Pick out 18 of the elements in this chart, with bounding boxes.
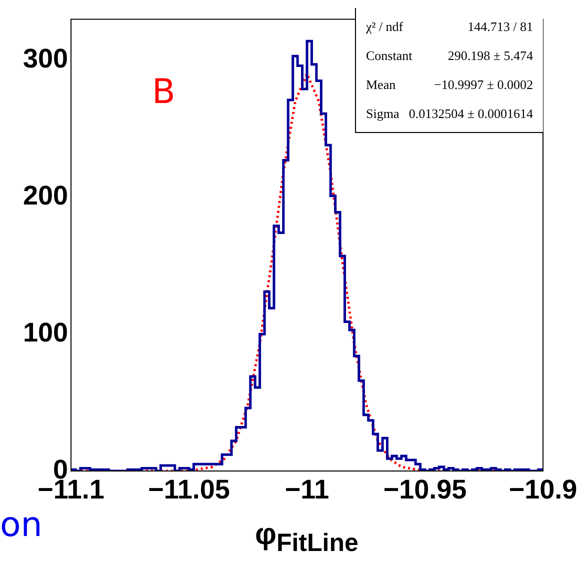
x-tick-label: −10.95 xyxy=(383,474,467,505)
y-tick-label: 200 xyxy=(22,180,68,211)
text: on xyxy=(0,505,42,545)
annotation: Sigma xyxy=(366,106,400,122)
annotation: 144.713 / 81 xyxy=(468,18,533,34)
annotation: −10.9997 ± 0.0002 xyxy=(434,76,533,92)
annotation: Mean xyxy=(366,76,396,92)
y-tick-label: 100 xyxy=(22,318,68,348)
y-tick-label: 300 xyxy=(22,44,68,74)
annotation: χ² / ndf xyxy=(366,18,404,34)
x-axis-title: φ$_{FitLine}$ xyxy=(255,518,358,558)
annotation: Constant xyxy=(366,48,412,64)
annotation: 290.198 ± 5.474 xyxy=(448,48,533,64)
annotation: 0.0132504 ± 0.0001614 xyxy=(408,106,533,122)
x-tick-label: −10.9 xyxy=(508,474,578,505)
x-tick-label: −11 xyxy=(284,474,330,505)
x-tick-label: −11.05 xyxy=(148,474,230,505)
annotation: B xyxy=(152,72,176,112)
